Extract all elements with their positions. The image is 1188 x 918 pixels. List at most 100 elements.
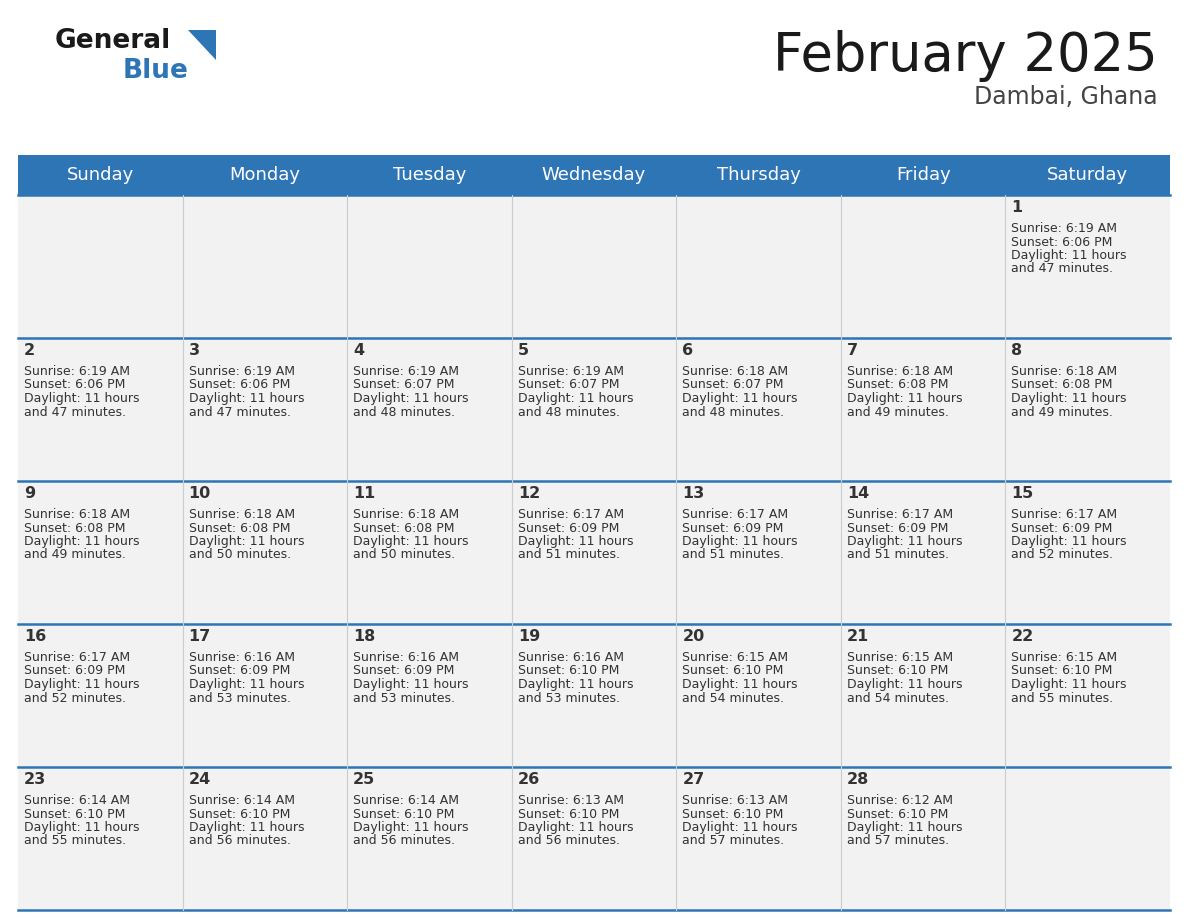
Text: Sunset: 6:09 PM: Sunset: 6:09 PM xyxy=(682,521,784,534)
Text: Sunset: 6:09 PM: Sunset: 6:09 PM xyxy=(189,665,290,677)
Text: Sunrise: 6:13 AM: Sunrise: 6:13 AM xyxy=(682,794,789,807)
Text: Sunset: 6:06 PM: Sunset: 6:06 PM xyxy=(24,378,126,391)
Text: Sunset: 6:10 PM: Sunset: 6:10 PM xyxy=(1011,665,1113,677)
Text: and 47 minutes.: and 47 minutes. xyxy=(189,406,291,419)
Text: Sunset: 6:10 PM: Sunset: 6:10 PM xyxy=(847,808,948,821)
Text: and 50 minutes.: and 50 minutes. xyxy=(353,548,455,562)
Text: 17: 17 xyxy=(189,629,210,644)
Text: Sunrise: 6:17 AM: Sunrise: 6:17 AM xyxy=(1011,508,1118,521)
Text: Sunrise: 6:14 AM: Sunrise: 6:14 AM xyxy=(24,794,129,807)
Text: and 53 minutes.: and 53 minutes. xyxy=(189,691,291,704)
Text: and 52 minutes.: and 52 minutes. xyxy=(1011,548,1113,562)
Text: Daylight: 11 hours: Daylight: 11 hours xyxy=(189,821,304,834)
Text: Sunrise: 6:14 AM: Sunrise: 6:14 AM xyxy=(189,794,295,807)
Text: 12: 12 xyxy=(518,486,541,501)
Text: Sunset: 6:10 PM: Sunset: 6:10 PM xyxy=(847,665,948,677)
Text: 25: 25 xyxy=(353,772,375,787)
Text: Sunset: 6:06 PM: Sunset: 6:06 PM xyxy=(189,378,290,391)
Text: 28: 28 xyxy=(847,772,870,787)
Text: Sunset: 6:08 PM: Sunset: 6:08 PM xyxy=(353,521,455,534)
Text: Sunset: 6:10 PM: Sunset: 6:10 PM xyxy=(682,808,784,821)
Text: and 54 minutes.: and 54 minutes. xyxy=(847,691,949,704)
Text: Sunrise: 6:13 AM: Sunrise: 6:13 AM xyxy=(518,794,624,807)
Text: Daylight: 11 hours: Daylight: 11 hours xyxy=(189,535,304,548)
Text: Daylight: 11 hours: Daylight: 11 hours xyxy=(189,678,304,691)
Text: Daylight: 11 hours: Daylight: 11 hours xyxy=(847,392,962,405)
Text: 10: 10 xyxy=(189,486,210,501)
Text: Sunset: 6:09 PM: Sunset: 6:09 PM xyxy=(1011,521,1113,534)
Text: Sunrise: 6:17 AM: Sunrise: 6:17 AM xyxy=(518,508,624,521)
Text: 2: 2 xyxy=(24,343,36,358)
Text: Sunset: 6:10 PM: Sunset: 6:10 PM xyxy=(682,665,784,677)
Text: Daylight: 11 hours: Daylight: 11 hours xyxy=(518,678,633,691)
Text: Sunrise: 6:19 AM: Sunrise: 6:19 AM xyxy=(518,365,624,378)
Text: 5: 5 xyxy=(518,343,529,358)
Text: Sunset: 6:09 PM: Sunset: 6:09 PM xyxy=(847,521,948,534)
Text: and 56 minutes.: and 56 minutes. xyxy=(189,834,291,847)
Text: 27: 27 xyxy=(682,772,704,787)
Text: General: General xyxy=(55,28,171,54)
Bar xyxy=(18,481,1170,624)
Text: 21: 21 xyxy=(847,629,870,644)
Text: Sunset: 6:08 PM: Sunset: 6:08 PM xyxy=(24,521,126,534)
Bar xyxy=(18,767,1170,910)
Text: Sunrise: 6:19 AM: Sunrise: 6:19 AM xyxy=(24,365,129,378)
Text: and 57 minutes.: and 57 minutes. xyxy=(847,834,949,847)
Text: 4: 4 xyxy=(353,343,365,358)
Text: and 47 minutes.: and 47 minutes. xyxy=(24,406,126,419)
Text: Daylight: 11 hours: Daylight: 11 hours xyxy=(682,535,798,548)
Text: Daylight: 11 hours: Daylight: 11 hours xyxy=(1011,678,1127,691)
Text: Sunset: 6:08 PM: Sunset: 6:08 PM xyxy=(847,378,948,391)
Text: and 56 minutes.: and 56 minutes. xyxy=(353,834,455,847)
Bar xyxy=(18,155,1170,195)
Text: and 48 minutes.: and 48 minutes. xyxy=(518,406,620,419)
Text: and 49 minutes.: and 49 minutes. xyxy=(24,548,126,562)
Text: 24: 24 xyxy=(189,772,210,787)
Text: Sunset: 6:08 PM: Sunset: 6:08 PM xyxy=(189,521,290,534)
Text: Daylight: 11 hours: Daylight: 11 hours xyxy=(353,535,468,548)
Text: and 49 minutes.: and 49 minutes. xyxy=(847,406,949,419)
Text: Daylight: 11 hours: Daylight: 11 hours xyxy=(847,678,962,691)
Text: Sunrise: 6:19 AM: Sunrise: 6:19 AM xyxy=(353,365,459,378)
Text: Friday: Friday xyxy=(896,166,950,184)
Text: 23: 23 xyxy=(24,772,46,787)
Text: Daylight: 11 hours: Daylight: 11 hours xyxy=(353,678,468,691)
Text: Daylight: 11 hours: Daylight: 11 hours xyxy=(189,392,304,405)
Text: Daylight: 11 hours: Daylight: 11 hours xyxy=(682,678,798,691)
Text: Sunrise: 6:19 AM: Sunrise: 6:19 AM xyxy=(1011,222,1118,235)
Text: Sunrise: 6:16 AM: Sunrise: 6:16 AM xyxy=(518,651,624,664)
Text: Sunset: 6:09 PM: Sunset: 6:09 PM xyxy=(518,521,619,534)
Text: Sunset: 6:09 PM: Sunset: 6:09 PM xyxy=(24,665,126,677)
Polygon shape xyxy=(188,30,216,60)
Text: Sunday: Sunday xyxy=(67,166,134,184)
Text: and 50 minutes.: and 50 minutes. xyxy=(189,548,291,562)
Text: Daylight: 11 hours: Daylight: 11 hours xyxy=(1011,535,1127,548)
Text: 20: 20 xyxy=(682,629,704,644)
Text: and 53 minutes.: and 53 minutes. xyxy=(518,691,620,704)
Text: and 47 minutes.: and 47 minutes. xyxy=(1011,263,1113,275)
Text: and 56 minutes.: and 56 minutes. xyxy=(518,834,620,847)
Text: 3: 3 xyxy=(189,343,200,358)
Text: 13: 13 xyxy=(682,486,704,501)
Text: Sunset: 6:10 PM: Sunset: 6:10 PM xyxy=(189,808,290,821)
Text: Saturday: Saturday xyxy=(1047,166,1129,184)
Text: Daylight: 11 hours: Daylight: 11 hours xyxy=(1011,392,1127,405)
Text: Sunrise: 6:15 AM: Sunrise: 6:15 AM xyxy=(847,651,953,664)
Text: Sunrise: 6:15 AM: Sunrise: 6:15 AM xyxy=(1011,651,1118,664)
Text: 26: 26 xyxy=(518,772,541,787)
Text: Monday: Monday xyxy=(229,166,301,184)
Text: and 55 minutes.: and 55 minutes. xyxy=(1011,691,1113,704)
Text: Daylight: 11 hours: Daylight: 11 hours xyxy=(24,821,139,834)
Text: Blue: Blue xyxy=(124,58,189,84)
Text: and 48 minutes.: and 48 minutes. xyxy=(682,406,784,419)
Text: Sunset: 6:06 PM: Sunset: 6:06 PM xyxy=(1011,236,1113,249)
Text: Wednesday: Wednesday xyxy=(542,166,646,184)
Text: Daylight: 11 hours: Daylight: 11 hours xyxy=(682,821,798,834)
Text: Sunrise: 6:17 AM: Sunrise: 6:17 AM xyxy=(24,651,131,664)
Text: 19: 19 xyxy=(518,629,541,644)
Text: Sunrise: 6:14 AM: Sunrise: 6:14 AM xyxy=(353,794,459,807)
Text: Daylight: 11 hours: Daylight: 11 hours xyxy=(682,392,798,405)
Text: Daylight: 11 hours: Daylight: 11 hours xyxy=(518,535,633,548)
Text: and 51 minutes.: and 51 minutes. xyxy=(682,548,784,562)
Text: and 52 minutes.: and 52 minutes. xyxy=(24,691,126,704)
